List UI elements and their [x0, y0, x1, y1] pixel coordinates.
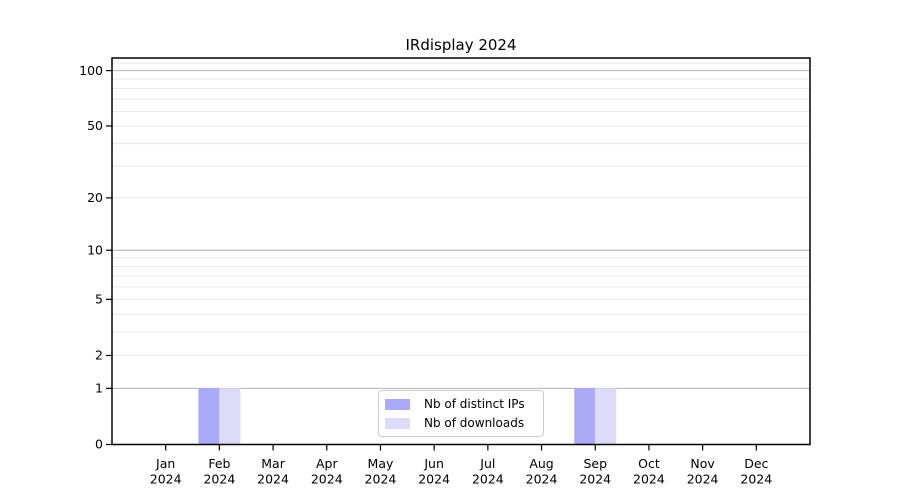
- legend-swatch-downloads: [385, 417, 410, 429]
- legend-item-downloads: Nb of downloads: [379, 416, 543, 431]
- x-tick-label-month: Jun: [423, 456, 444, 471]
- bar-nb-of-distinct-ips-feb-2024: [198, 388, 220, 445]
- x-tick-label-year: 2024: [633, 472, 665, 487]
- x-tick-label-year: 2024: [418, 472, 450, 487]
- x-tick-label-year: 2024: [311, 472, 343, 487]
- y-tick-label: 10: [87, 242, 103, 257]
- x-tick-label-month: Jan: [155, 456, 175, 471]
- bar-nb-of-distinct-ips-sep-2024: [574, 388, 596, 445]
- x-tick-label-month: Apr: [316, 456, 338, 471]
- bar-nb-of-downloads-sep-2024: [595, 388, 617, 445]
- chart-title: IRdisplay 2024: [405, 36, 517, 54]
- y-tick-label: 0: [95, 437, 103, 452]
- x-tick-label-month: Sep: [583, 456, 607, 471]
- x-tick-label-month: Jul: [479, 456, 495, 471]
- x-tick-label-year: 2024: [365, 472, 397, 487]
- x-tick-label-year: 2024: [150, 472, 182, 487]
- x-tick-label-month: May: [368, 456, 394, 471]
- axes-frame: [111, 57, 811, 446]
- y-tick-label: 2: [95, 348, 103, 363]
- x-tick-label-year: 2024: [579, 472, 611, 487]
- legend-label-downloads: Nb of downloads: [424, 415, 525, 430]
- legend-swatch-distinct-ips: [385, 398, 410, 410]
- y-tick-label: 5: [95, 292, 103, 307]
- x-tick-label-year: 2024: [257, 472, 289, 487]
- x-tick-label-year: 2024: [740, 472, 772, 487]
- bar-nb-of-downloads-feb-2024: [219, 388, 241, 445]
- y-tick-label: 50: [87, 118, 103, 133]
- legend-label-distinct-ips: Nb of distinct IPs: [424, 396, 525, 411]
- x-tick-label-month: Aug: [529, 456, 553, 471]
- legend-item-distinct-ips: Nb of distinct IPs: [379, 397, 543, 412]
- x-tick-label-month: Mar: [261, 456, 285, 471]
- y-tick-label: 1: [95, 381, 103, 396]
- x-tick-label-month: Dec: [744, 456, 768, 471]
- x-tick-label-month: Oct: [638, 456, 660, 471]
- x-tick-label-year: 2024: [526, 472, 558, 487]
- x-tick-label-year: 2024: [203, 472, 235, 487]
- x-tick-label-month: Feb: [208, 456, 230, 471]
- legend: Nb of distinct IPs Nb of downloads: [378, 390, 544, 437]
- y-tick-label: 100: [79, 63, 103, 78]
- x-tick-label-month: Nov: [690, 456, 715, 471]
- y-tick-label: 20: [87, 190, 103, 205]
- x-tick-label-year: 2024: [687, 472, 719, 487]
- x-tick-label-year: 2024: [472, 472, 504, 487]
